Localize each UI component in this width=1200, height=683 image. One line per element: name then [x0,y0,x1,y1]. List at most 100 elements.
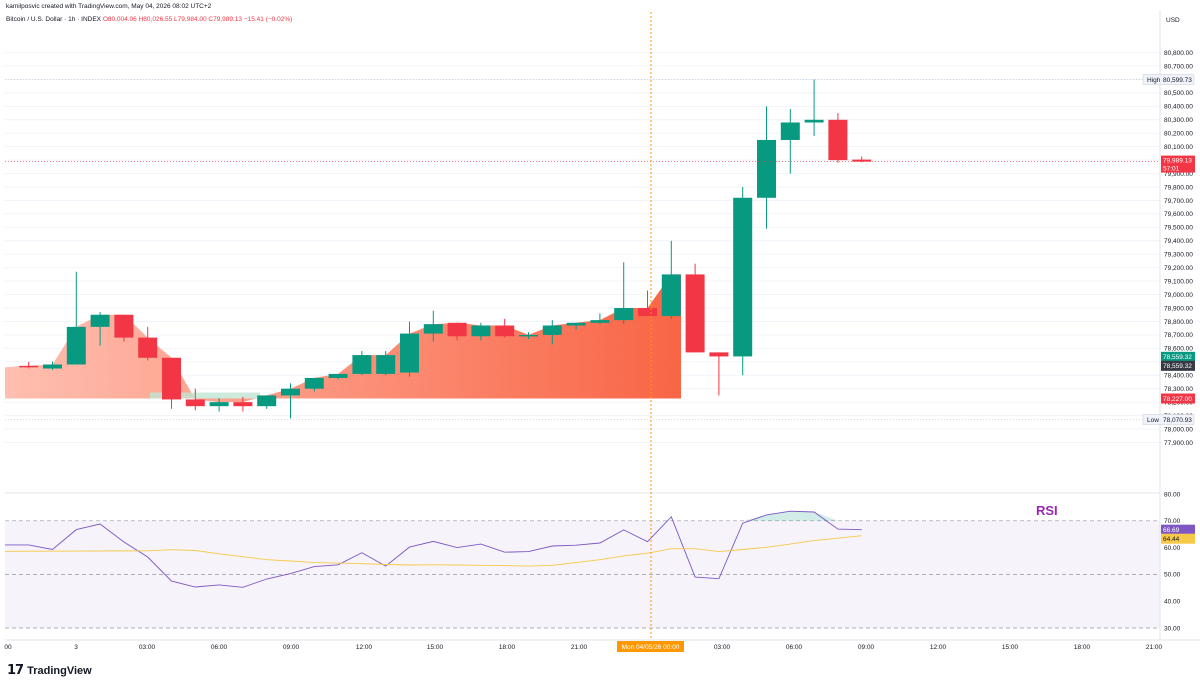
candle-body [376,355,396,374]
candle-body [138,337,158,358]
countdown-value: 57:01 [1163,166,1180,173]
price-tick-label: 79,600.00 [1164,211,1193,218]
price-tick-label: 78,400.00 [1164,373,1193,380]
time-tick-label: 12:00 [930,644,947,651]
tradingview-brand[interactable]: 17 TradingView [7,663,92,678]
price-tick-label: 79,800.00 [1164,184,1193,191]
red-level-label: 78,227.00 [1163,396,1192,403]
candle-body [400,333,419,373]
last-price-bg [1161,155,1195,173]
price-tick-label: 80,500.00 [1164,90,1193,97]
price-tick-label: 79,000.00 [1164,292,1193,299]
candle-body [614,308,634,321]
candle-body [447,322,467,337]
chart-attribution: kamilposvic created with TradingView.com… [6,3,212,10]
price-tick-label: 79,200.00 [1164,265,1193,272]
time-tick-label: 03:00 [714,644,731,651]
profit-area [5,274,696,403]
price-tick-label: 78,800.00 [1164,319,1193,326]
price-tick-label: 80,700.00 [1164,63,1193,70]
candle-body [90,314,110,327]
rsi-tick-label: 80.00 [1164,491,1181,498]
overlay-layer [5,12,1160,640]
time-axis[interactable]: 00 3 03:00 06:00 09:00 12:00 15:00 18:00 21:00 03… [4,639,1200,652]
price-tick-label: 79,400.00 [1164,238,1193,245]
rsi-value-label: 66.69 [1163,527,1180,534]
price-tick-label: 78,700.00 [1164,332,1193,339]
red-level-label-bg [1161,393,1195,404]
currency-label[interactable]: USD [1166,17,1180,24]
time-tick-label: 09:00 [858,644,875,651]
price-tick-label: 78,600.00 [1164,346,1193,353]
rsi-pane[interactable]: RSI [4,492,1160,629]
rsi-ma-line [4,535,862,567]
candle-body [19,365,39,368]
time-tick-label: 15:00 [1002,644,1019,651]
rsi-tick-label: 30.00 [1164,625,1181,632]
candle-body [661,274,681,317]
price-tick-label: 78,300.00 [1164,386,1193,393]
green-zone [150,392,260,399]
rsi-tick-label: 50.00 [1164,572,1181,579]
candle-body [566,322,586,326]
area-layer [5,274,696,403]
ohlc-high: H80,026.55 [138,16,173,23]
candle-body [709,352,729,357]
candle-body [257,395,277,407]
candle-body [852,159,872,162]
candle-body [233,402,253,407]
green-level-label: 78,559.32 [1163,354,1192,361]
time-tick-label: 00 [4,644,12,651]
ohlc-change: −15.41 (−0.02%) [243,16,293,23]
time-tick-label: 18:00 [499,644,516,651]
price-tick-label: 77,900.00 [1164,440,1193,447]
candle-body [471,325,491,337]
rsi-overbought-fill [742,511,838,521]
tradingview-wordmark: TradingView [27,664,92,677]
last-price-value: 79,989.13 [1163,158,1192,165]
high-value: 80,599.73 [1163,77,1192,84]
low-value: 78,070.93 [1163,417,1192,424]
ohlc-close: C79,989.13 [208,16,243,23]
candle-body [162,357,181,400]
time-tick-label: 09:00 [283,644,300,651]
low-tag: Low [1147,417,1159,424]
candle-body [66,326,86,365]
time-tick-label: 06:00 [211,644,228,651]
time-tick-label: 15:00 [427,644,444,651]
time-tick-label: 06:00 [786,644,803,651]
price-tick-label: 80,800.00 [1164,50,1193,57]
candle-body [495,325,515,337]
symbol-name: Bitcoin / U.S. Dollar · 1h · INDEX [6,16,101,23]
price-tick-label: 79,900.00 [1164,171,1193,178]
time-tick-label: 21:00 [571,644,588,651]
rsi-tick-label: 40.00 [1164,599,1181,606]
candle-body [423,324,443,334]
candle-body [590,320,610,323]
rsi-ma-value-label: 64.44 [1163,536,1180,543]
price-tick-label: 80,300.00 [1164,117,1193,124]
candle-body [542,325,562,335]
price-tick-label: 80,200.00 [1164,131,1193,138]
candle-layer [19,79,872,419]
dark-level-label-bg [1161,360,1195,371]
candle-body [519,334,538,337]
time-tick-label: 18:00 [1074,644,1091,651]
candle-body [828,119,848,161]
crosshair-time-label: Mon 04/05/26 00:00 [622,644,680,651]
rsi-ma-value-label-bg [1161,533,1195,544]
low-tag-bg [1142,414,1195,425]
candle-body [328,373,348,378]
price-axis[interactable]: 80,800.0080,700.0080,600.0080,500.0080,4… [1142,10,1195,640]
price-tick-label: 79,700.00 [1164,198,1193,205]
time-tick-label: 03:00 [139,644,156,651]
time-tick-label: 12:00 [356,644,373,651]
candle-body [757,139,776,198]
symbol-legend[interactable]: Bitcoin / U.S. Dollar · 1h · INDEX O80,0… [6,16,292,23]
candle-body [352,355,372,374]
dark-level-label: 78,559.32 [1163,363,1192,370]
candle-body [209,402,229,407]
tradingview-logo-icon: 17 [7,663,24,678]
green-level-label-bg [1161,351,1195,362]
